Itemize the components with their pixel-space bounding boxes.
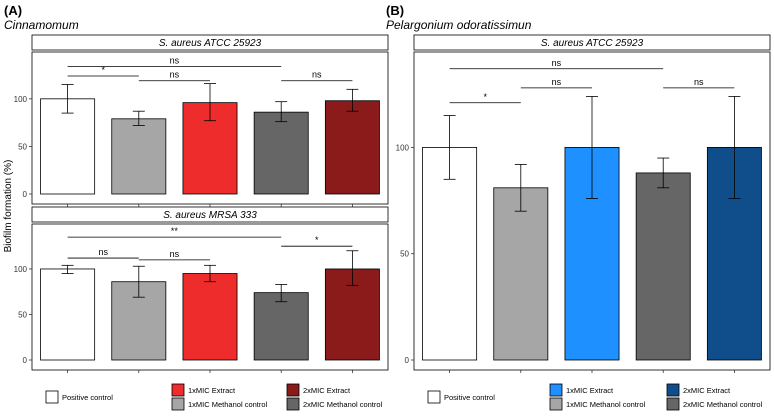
facet-title-a2: S. aureus MRSA 333 [163,210,257,221]
y-tick-label: 100 [396,143,410,152]
legend-swatch [666,397,680,411]
significance-label: ns [170,249,180,259]
legend-label: 2xMIC Extract [683,386,731,395]
legend-swatch [286,383,300,397]
bar-a2-3 [253,292,309,361]
legend-a: Positive control 1xMIC Extract 2xMIC Extra… [45,383,383,411]
y-axis-label: Biofilm formation (%) [3,160,14,253]
legend-swatch [549,397,563,411]
y-tick-label: 50 [18,142,27,151]
significance-label: ns [694,77,704,87]
significance-label: * [101,65,105,75]
facet-strip-b [413,34,771,51]
facet-strip-a1 [31,34,389,51]
bar-a1-3 [253,111,309,195]
legend-label: 1xMIC Methanol control [566,400,646,409]
legend-label: Positive control [62,393,113,402]
legend-label: 1xMIC Extract [188,386,236,395]
legend-swatch [286,397,300,411]
y-tick-label: 0 [405,356,410,365]
legend-swatch [45,390,59,404]
significance-label: ns [98,247,108,257]
bar-b-0 [422,147,478,361]
bar-a2-2 [182,273,238,361]
legend-label: 2xMIC Methanol control [303,400,383,409]
panel-b-label: (B) [386,3,404,18]
y-tick-label: 0 [23,190,28,199]
significance-label: ns [552,58,562,68]
legend-swatch [427,390,441,404]
legend-b: Positive control 1xMIC Extract 2xMIC Extra… [427,383,763,411]
significance-label: ns [552,77,562,87]
legend-swatch [171,397,185,411]
y-tick-label: 100 [14,95,28,104]
bar-a1-4 [324,100,380,195]
bar-a1-1 [111,118,167,195]
legend-label: Positive control [444,393,495,402]
significance-label: * [483,92,487,102]
bar-b-1 [493,187,549,361]
panel-a-label: (A) [4,3,22,18]
facet-a1: 0 50 100 * ns ns ns [14,51,389,207]
legend-swatch [171,383,185,397]
bar-b-3 [635,172,691,361]
significance-label: ns [170,55,180,65]
facet-b: 0 50 100 * ns ns ns [396,51,771,373]
significance-label: * [315,235,319,245]
legend-swatch [666,383,680,397]
y-tick-label: 0 [23,356,28,365]
legend-label: 1xMIC Methanol control [188,400,268,409]
panel-b-subtitle: Pelargonium odoratissimun [386,18,532,32]
significance-label: ns [312,70,322,80]
legend-label: 2xMIC Methanol control [683,400,763,409]
y-tick-label: 50 [18,310,27,319]
significance-label: ** [171,226,179,236]
significance-label: ns [170,70,180,80]
y-tick-label: 100 [14,265,28,274]
facet-title-b: S. aureus ATCC 25923 [541,38,644,49]
legends: Positive control 1xMIC Extract 2xMIC Extra… [45,383,763,411]
facet-title-a1: S. aureus ATCC 25923 [159,38,262,49]
legend-swatch [549,383,563,397]
bar-a2-0 [40,268,96,361]
panel-a-subtitle: Cinnamomum [4,18,79,32]
bar-a1-0 [40,98,96,195]
y-tick-label: 50 [400,250,409,259]
legend-label: 2xMIC Extract [303,386,351,395]
legend-label: 1xMIC Extract [566,386,614,395]
